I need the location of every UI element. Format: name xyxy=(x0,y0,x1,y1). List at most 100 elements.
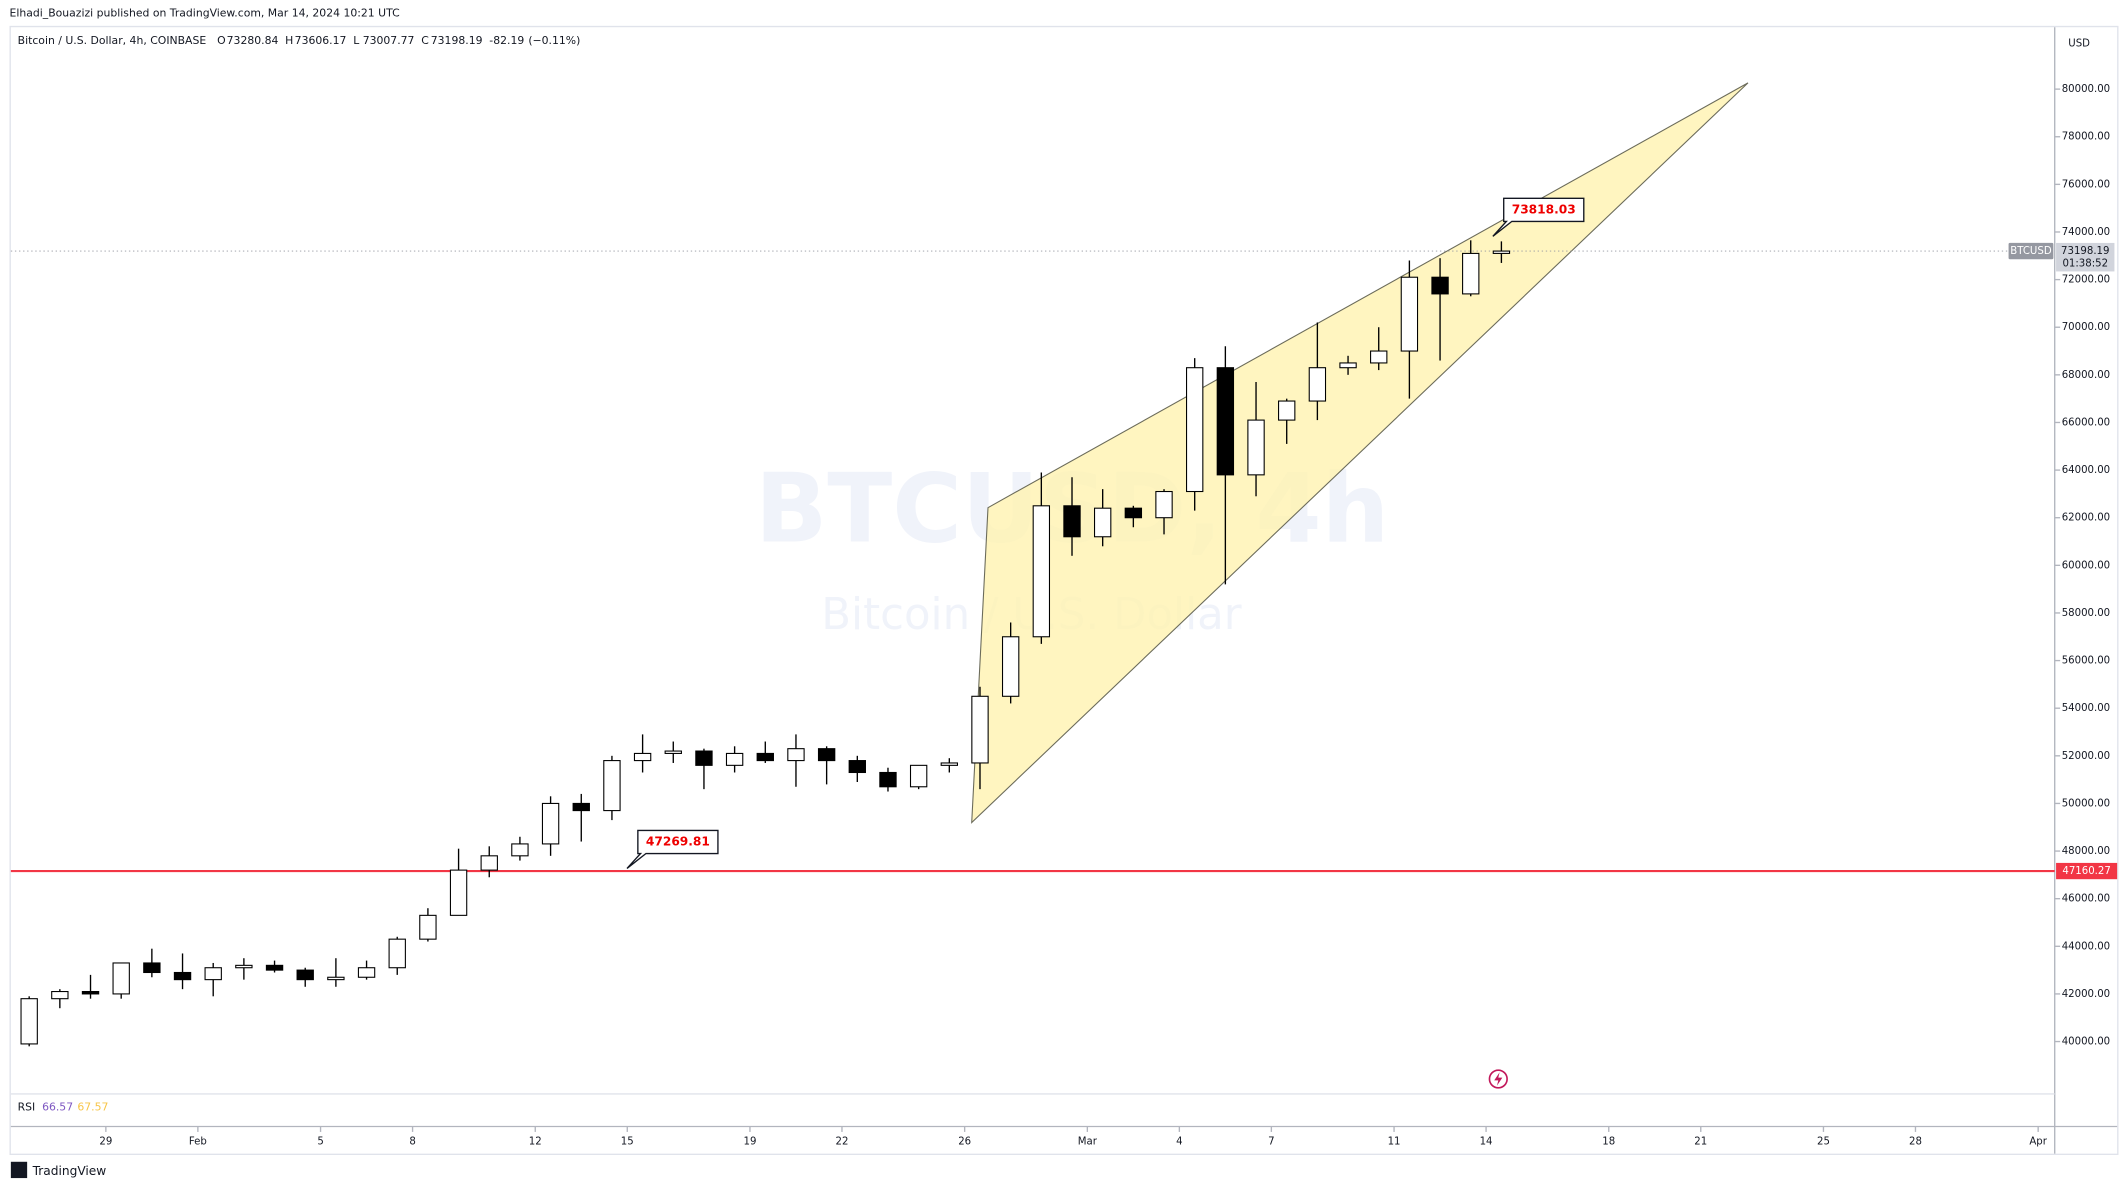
candle-body xyxy=(112,962,130,995)
ohlc-prefix: O xyxy=(217,34,226,47)
candle-body xyxy=(1308,367,1327,402)
candle-body xyxy=(449,869,468,916)
candle-body xyxy=(1063,505,1081,538)
candle-body xyxy=(756,752,774,762)
frame xyxy=(9,25,2119,1155)
y-tick-label: 44000.00 xyxy=(2062,941,2110,952)
candle-body xyxy=(296,969,314,981)
candle-body xyxy=(848,760,866,774)
candle-body xyxy=(725,752,744,766)
x-tick-label: 26 xyxy=(958,1136,971,1147)
candle-body xyxy=(1124,507,1143,519)
rising-wedge xyxy=(971,82,1749,824)
legend: Bitcoin / U.S. Dollar, 4h, COINBASE O 732… xyxy=(18,34,581,47)
x-tick-label: 25 xyxy=(1817,1136,1830,1147)
candle-body xyxy=(81,991,100,995)
candle-body xyxy=(1370,350,1388,364)
y-tick-label: 76000.00 xyxy=(2062,179,2110,190)
x-tick-label: 21 xyxy=(1694,1136,1707,1147)
x-tick-label: 28 xyxy=(1909,1136,1922,1147)
ohlc-value: 73198.19 xyxy=(431,34,483,47)
ohlc-value: 73007.77 xyxy=(363,34,415,47)
candle-body xyxy=(787,748,805,762)
brand: TradingView xyxy=(32,1164,107,1178)
logo xyxy=(10,1161,28,1179)
candle-body xyxy=(1247,419,1265,476)
candle-body xyxy=(1278,400,1296,421)
y-tick-label: 80000.00 xyxy=(2062,84,2110,95)
candle-body xyxy=(204,967,222,981)
change: -82.19 xyxy=(489,34,524,47)
y-tick-label: 62000.00 xyxy=(2062,513,2110,524)
x-tick-label: 18 xyxy=(1602,1136,1615,1147)
symbol-tag: BTCUSD xyxy=(2010,246,2052,257)
publisher: Elhadi_Bouazizi published on TradingView… xyxy=(10,7,400,20)
x-tick-label: Apr xyxy=(2029,1136,2047,1147)
candle-body xyxy=(541,802,560,845)
ohlc-value: 73280.84 xyxy=(227,34,279,47)
y-tick-label: 74000.00 xyxy=(2062,227,2110,238)
hline-label-box xyxy=(2056,862,2118,880)
candle-body xyxy=(909,764,928,788)
callout-label: 47269.81 xyxy=(646,834,710,848)
candle-body xyxy=(327,976,345,981)
y-tick-label: 68000.00 xyxy=(2062,370,2110,381)
candle-body xyxy=(173,971,192,981)
candle-body xyxy=(1216,367,1235,476)
candle-body xyxy=(1400,276,1419,352)
candle-body xyxy=(265,964,284,971)
rsi-name: RSI xyxy=(18,1101,36,1114)
ohlc-value: 73606.17 xyxy=(295,34,347,47)
callout-label: 73818.03 xyxy=(1512,202,1576,216)
change-pct: (−0.11%) xyxy=(528,34,580,47)
candle-body xyxy=(388,938,406,969)
candle-body xyxy=(817,748,836,762)
alert-bolt xyxy=(1494,1072,1503,1086)
countdown: 01:38:52 xyxy=(2062,258,2108,269)
candle-body xyxy=(235,964,253,969)
candle-body xyxy=(572,802,590,812)
y-tick-label: 72000.00 xyxy=(2062,275,2110,286)
x-tick-label: 5 xyxy=(317,1136,323,1147)
x-tick-label: 22 xyxy=(836,1136,849,1147)
ohlc-prefix: L xyxy=(353,34,359,47)
candle-body xyxy=(1093,507,1112,538)
callout xyxy=(1492,197,1585,237)
candle-body xyxy=(1032,505,1051,638)
candle-body xyxy=(143,962,161,974)
y-tick-label: 64000.00 xyxy=(2062,465,2110,476)
candle-body xyxy=(879,771,897,788)
y-tick-label: 60000.00 xyxy=(2062,560,2110,571)
x-tick-label: Feb xyxy=(189,1136,207,1147)
alert-icon[interactable] xyxy=(1488,1069,1508,1089)
rsi-value: 66.57 xyxy=(42,1101,73,1114)
callout xyxy=(626,829,719,869)
candle-body xyxy=(1155,490,1173,519)
x-tick-label: 29 xyxy=(99,1136,112,1147)
symbol-tag-box xyxy=(2008,242,2054,260)
candle-body xyxy=(695,750,713,766)
candle-body xyxy=(1492,250,1511,254)
candle-body xyxy=(511,843,529,857)
y-tick-label: 50000.00 xyxy=(2062,798,2110,809)
candle-body xyxy=(1462,252,1480,295)
y-tick-label: 66000.00 xyxy=(2062,417,2110,428)
y-tick-label: 56000.00 xyxy=(2062,656,2110,667)
candle-body xyxy=(633,752,652,762)
symbol: Bitcoin / U.S. Dollar, 4h, COINBASE xyxy=(18,34,207,47)
rsi-smoothed: 67.57 xyxy=(77,1101,108,1114)
y-tick-label: 58000.00 xyxy=(2062,608,2110,619)
y-tick-label: 48000.00 xyxy=(2062,846,2110,857)
last-price-label: 73198.19 xyxy=(2061,246,2109,257)
y-tick-label: 54000.00 xyxy=(2062,703,2110,714)
ohlc-prefix: C xyxy=(421,34,429,47)
ohlc-prefix: H xyxy=(285,34,293,47)
candle-body xyxy=(419,914,437,940)
candle-body xyxy=(357,967,376,978)
y-tick-label: 40000.00 xyxy=(2062,1037,2110,1048)
candle-body xyxy=(940,762,959,766)
currency: USD xyxy=(2068,39,2090,50)
candle-body xyxy=(51,991,69,1000)
y-tick-label: 42000.00 xyxy=(2062,989,2110,1000)
